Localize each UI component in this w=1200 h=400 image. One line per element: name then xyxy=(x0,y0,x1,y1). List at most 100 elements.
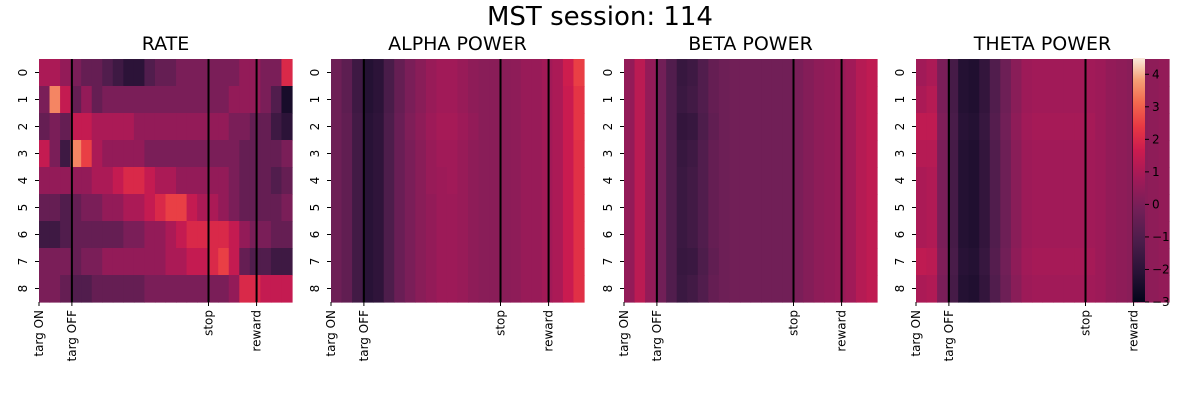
heatmap-cell xyxy=(834,167,846,195)
heatmap-cell xyxy=(1042,140,1054,168)
heatmap-cell xyxy=(916,194,928,222)
heatmap-cell xyxy=(260,221,272,249)
heatmap-cell xyxy=(824,248,836,276)
heatmap-cell xyxy=(478,86,490,114)
panel-title: BETA POWER xyxy=(688,33,813,55)
heatmap-cell xyxy=(499,248,511,276)
heatmap-cell xyxy=(510,59,522,87)
heatmap-cell xyxy=(771,140,783,168)
heatmap-cell xyxy=(281,275,293,303)
heatmap-cell xyxy=(1000,86,1012,114)
heatmap-cell xyxy=(1010,59,1023,87)
x-tick-label: stop xyxy=(787,310,801,336)
heatmap-cell xyxy=(750,194,762,222)
heatmap-cell xyxy=(958,59,970,87)
y-tick-label: 8 xyxy=(308,285,322,293)
heatmap-cell xyxy=(520,221,532,249)
heatmap-cell xyxy=(228,113,240,141)
heatmap-cell xyxy=(552,113,564,141)
heatmap-cell xyxy=(520,113,532,141)
heatmap-cell xyxy=(834,248,846,276)
heatmap-cell xyxy=(1074,86,1086,114)
heatmap-cell xyxy=(165,248,177,276)
heatmap-cell xyxy=(634,275,646,303)
heatmap-cell xyxy=(541,221,553,249)
heatmap-cell xyxy=(331,86,343,114)
heatmap-cell xyxy=(771,59,783,87)
heatmap-cell xyxy=(697,86,709,114)
heatmap-cell xyxy=(803,167,815,195)
heatmap-cell xyxy=(824,221,836,249)
heatmap-cell xyxy=(562,248,575,276)
y-tick-label: 0 xyxy=(16,69,30,77)
heatmap-cell xyxy=(1021,86,1033,114)
heatmap-cell xyxy=(803,86,815,114)
heatmap-cell xyxy=(634,86,646,114)
heatmap-cell xyxy=(979,113,991,141)
heatmap-cell xyxy=(1105,167,1117,195)
heatmap-cell xyxy=(91,221,103,249)
heatmap-cell xyxy=(666,194,678,222)
heatmap-cell xyxy=(1010,221,1023,249)
heatmap-cell xyxy=(197,221,209,249)
heatmap-cell xyxy=(708,113,720,141)
heatmap-cell xyxy=(383,248,395,276)
heatmap-cell xyxy=(197,59,209,87)
heatmap-cell xyxy=(718,86,731,114)
heatmap-cell xyxy=(697,221,709,249)
heatmap-cell xyxy=(60,275,72,303)
heatmap-cell xyxy=(739,194,752,222)
heatmap-cell xyxy=(112,140,124,168)
heatmap-cell xyxy=(425,113,438,141)
heatmap-cell xyxy=(239,275,251,303)
heatmap-cell xyxy=(718,59,731,87)
heatmap-cell xyxy=(1031,221,1044,249)
heatmap-cell xyxy=(373,113,385,141)
heatmap-cell xyxy=(1126,194,1138,222)
heatmap-cell xyxy=(782,221,794,249)
heatmap-cell xyxy=(676,167,688,195)
heatmap-cell xyxy=(1116,113,1128,141)
heatmap-cell xyxy=(270,167,283,195)
heatmap-cell xyxy=(655,248,667,276)
heatmap-cell xyxy=(1116,59,1128,87)
heatmap-cell xyxy=(1063,113,1075,141)
heatmap-cell xyxy=(824,275,836,303)
heatmap-cell xyxy=(249,113,261,141)
heatmap-cell xyxy=(281,167,293,195)
heatmap-cell xyxy=(165,221,177,249)
heatmap-cell xyxy=(989,86,1001,114)
heatmap-cell xyxy=(478,140,490,168)
heatmap-cell xyxy=(270,140,283,168)
heatmap-cell xyxy=(1042,59,1054,87)
heatmap-cell xyxy=(415,86,427,114)
heatmap-cell xyxy=(123,221,135,249)
y-tick-label: 4 xyxy=(601,177,615,185)
panel-title: RATE xyxy=(142,33,190,55)
heatmap-cell xyxy=(866,140,878,168)
heatmap-cell xyxy=(676,59,688,87)
heatmap-cell xyxy=(415,275,427,303)
heatmap-cell xyxy=(655,59,667,87)
heatmap-cell xyxy=(186,167,198,195)
heatmap-cell xyxy=(197,140,209,168)
heatmap-cell xyxy=(1000,140,1012,168)
heatmap-cell xyxy=(824,59,836,87)
heatmap-cell xyxy=(926,221,938,249)
heatmap-cell xyxy=(937,194,949,222)
heatmap-cell xyxy=(916,275,928,303)
heatmap-cell xyxy=(341,140,353,168)
heatmap-cell xyxy=(968,113,980,141)
heatmap-cell xyxy=(270,275,283,303)
heatmap-cell xyxy=(1158,86,1170,114)
heatmap-cell xyxy=(207,113,219,141)
heatmap-cell xyxy=(1095,221,1107,249)
heatmap-cell xyxy=(1147,113,1160,141)
y-tick-label: 0 xyxy=(893,69,907,77)
heatmap-cell xyxy=(1126,59,1138,87)
heatmap-cell xyxy=(144,59,156,87)
heatmap-cell xyxy=(362,221,374,249)
heatmap-cell xyxy=(446,221,459,249)
heatmap-cell xyxy=(362,113,374,141)
heatmap-cell xyxy=(531,140,543,168)
